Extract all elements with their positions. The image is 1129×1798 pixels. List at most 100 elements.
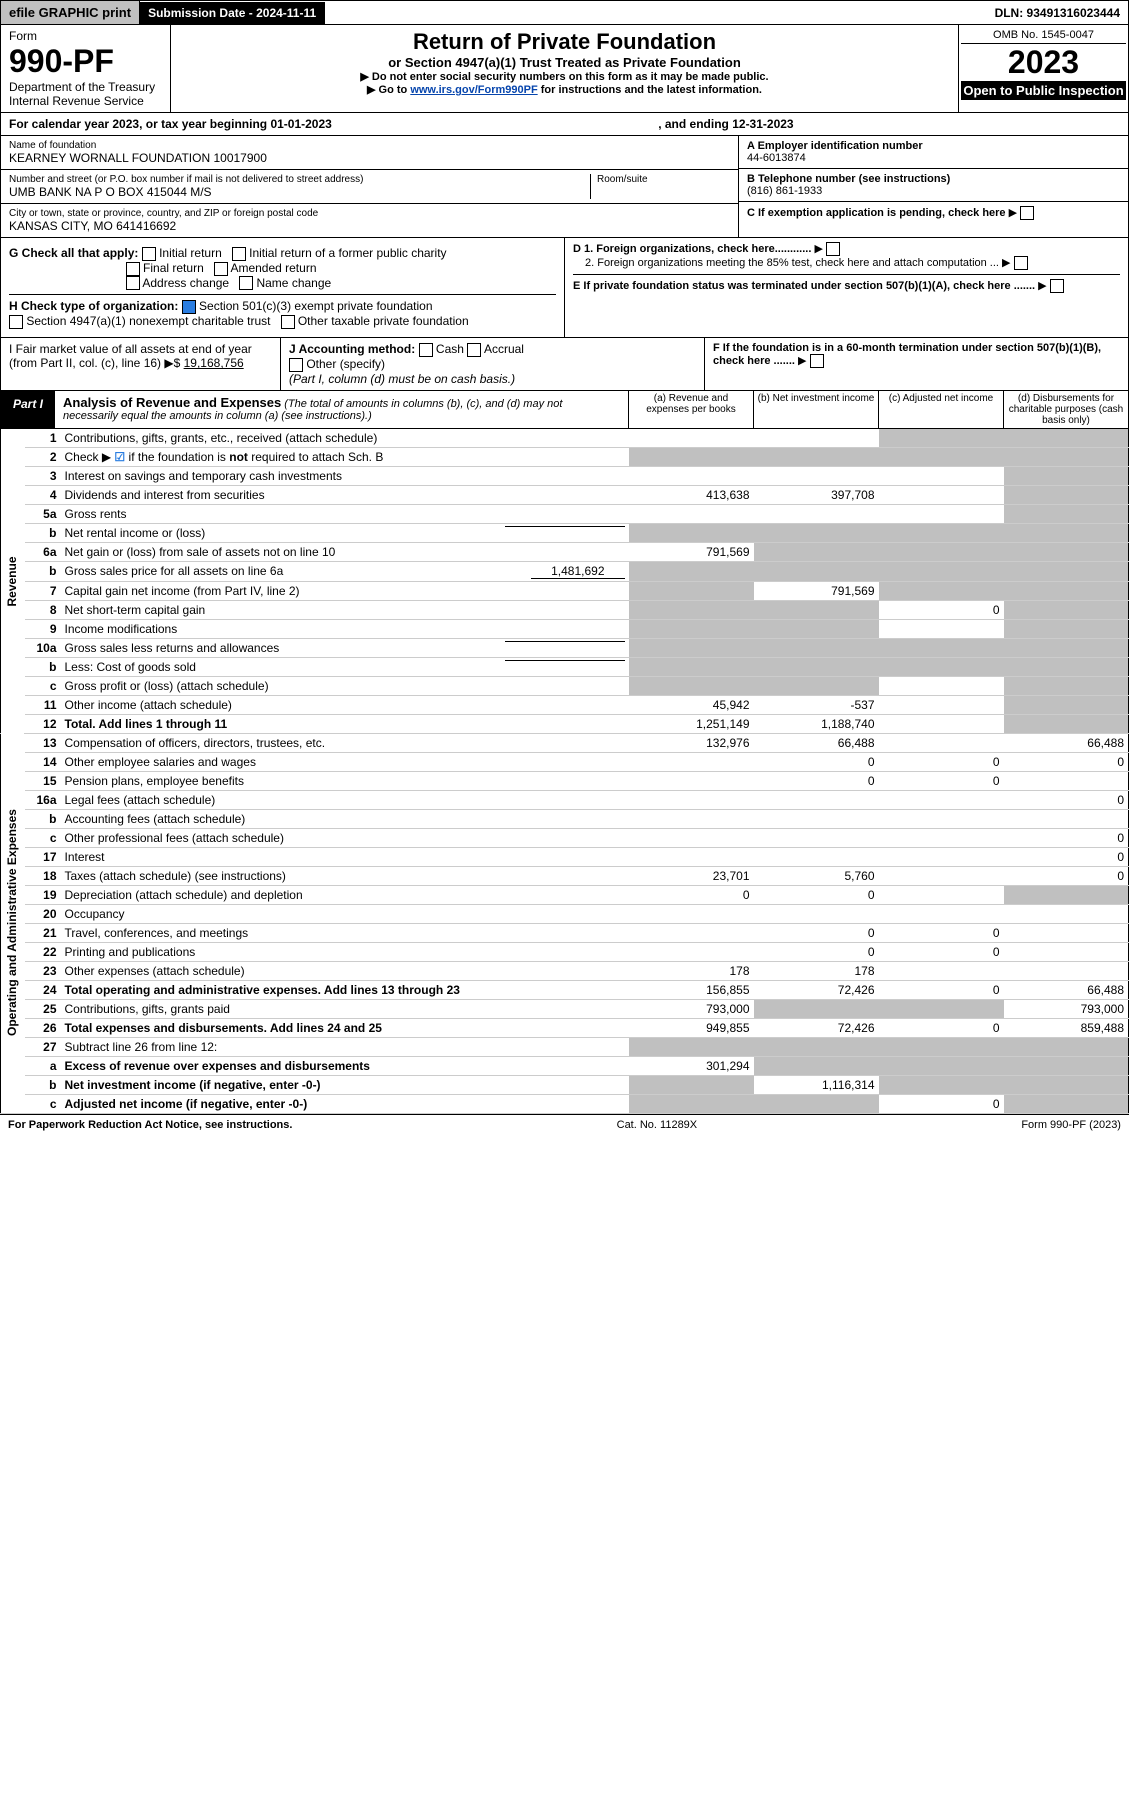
amount-cell xyxy=(629,1075,754,1094)
amount-cell xyxy=(879,429,1004,448)
amount-cell: 0 xyxy=(879,1094,1004,1113)
amount-cell: 0 xyxy=(1004,828,1129,847)
line-description: Gross sales less returns and allowances xyxy=(61,638,629,657)
amount-cell xyxy=(879,866,1004,885)
amount-cell xyxy=(1004,657,1129,676)
line-description: Depreciation (attach schedule) and deple… xyxy=(61,885,629,904)
city-cell: City or town, state or province, country… xyxy=(1,204,738,237)
d1-checkbox[interactable] xyxy=(826,242,840,256)
line-description: Net investment income (if negative, ente… xyxy=(61,1075,629,1094)
amount-cell xyxy=(1004,447,1129,466)
amount-cell xyxy=(879,733,1004,752)
amount-cell xyxy=(754,1094,879,1113)
initial-public-checkbox[interactable] xyxy=(232,247,246,261)
line-description: Net gain or (loss) from sale of assets n… xyxy=(61,542,629,561)
city-state-zip: KANSAS CITY, MO 641416692 xyxy=(9,219,730,233)
street-address: UMB BANK NA P O BOX 415044 M/S xyxy=(9,185,590,199)
line-description: Income modifications xyxy=(61,619,629,638)
part1-header: Part I Analysis of Revenue and Expenses … xyxy=(0,391,1129,429)
c-checkbox[interactable] xyxy=(1020,206,1034,220)
amount-cell: 72,426 xyxy=(754,980,879,999)
foundation-name-cell: Name of foundation KEARNEY WORNALL FOUND… xyxy=(1,136,738,170)
amount-cell xyxy=(1004,771,1129,790)
amount-cell: 1,251,149 xyxy=(629,714,754,733)
amount-cell: 413,638 xyxy=(629,485,754,504)
line-description: Total. Add lines 1 through 11 xyxy=(61,714,629,733)
501c3-checkbox[interactable] xyxy=(182,300,196,314)
line-description: Total expenses and disbursements. Add li… xyxy=(61,1018,629,1037)
line-number: 19 xyxy=(25,885,61,904)
e-checkbox[interactable] xyxy=(1050,279,1064,293)
amount-cell: 0 xyxy=(754,942,879,961)
amount-cell xyxy=(629,942,754,961)
d2-checkbox[interactable] xyxy=(1014,256,1028,270)
final-return-checkbox[interactable] xyxy=(126,262,140,276)
line-number: c xyxy=(25,676,61,695)
inspection-label: Open to Public Inspection xyxy=(961,81,1126,100)
amount-cell xyxy=(754,828,879,847)
amount-cell xyxy=(1004,638,1129,657)
checks-g-h: G Check all that apply: Initial return I… xyxy=(0,238,1129,338)
amount-cell: -537 xyxy=(754,695,879,714)
irs-link[interactable]: www.irs.gov/Form990PF xyxy=(410,84,537,96)
line-number: 5a xyxy=(25,504,61,523)
amount-cell xyxy=(629,847,754,866)
line-description: Other professional fees (attach schedule… xyxy=(61,828,629,847)
fmv-value: 19,168,756 xyxy=(184,356,244,370)
efile-label: efile GRAPHIC print xyxy=(1,1,140,24)
amount-cell xyxy=(629,429,754,448)
amount-cell: 66,488 xyxy=(1004,980,1129,999)
amount-cell xyxy=(1004,961,1129,980)
address-change-checkbox[interactable] xyxy=(126,276,140,290)
line-description: Net rental income or (loss) xyxy=(61,523,629,542)
dept-label: Department of the Treasury xyxy=(9,80,162,94)
header-right: OMB No. 1545-0047 2023 Open to Public In… xyxy=(958,25,1128,112)
calendar-year-row: For calendar year 2023, or tax year begi… xyxy=(0,113,1129,136)
col-d-header: (d) Disbursements for charitable purpose… xyxy=(1003,391,1128,428)
cash-checkbox[interactable] xyxy=(419,343,433,357)
f-checkbox[interactable] xyxy=(810,354,824,368)
amount-cell xyxy=(1004,1075,1129,1094)
line-number: 21 xyxy=(25,923,61,942)
4947-checkbox[interactable] xyxy=(9,315,23,329)
initial-return-checkbox[interactable] xyxy=(142,247,156,261)
amount-cell: 793,000 xyxy=(1004,999,1129,1018)
amount-cell: 0 xyxy=(629,885,754,904)
catalog-number: Cat. No. 11289X xyxy=(617,1119,698,1131)
line-description: Net short-term capital gain xyxy=(61,600,629,619)
line-number: c xyxy=(25,1094,61,1113)
amount-cell xyxy=(754,600,879,619)
amount-cell xyxy=(754,676,879,695)
line-description: Gross sales price for all assets on line… xyxy=(61,561,629,581)
other-method-checkbox[interactable] xyxy=(289,358,303,372)
address-cell: Number and street (or P.O. box number if… xyxy=(1,170,738,204)
col-a-header: (a) Revenue and expenses per books xyxy=(628,391,753,428)
amount-cell xyxy=(754,1037,879,1056)
amount-cell xyxy=(879,638,1004,657)
amended-return-checkbox[interactable] xyxy=(214,262,228,276)
omb-number: OMB No. 1545-0047 xyxy=(961,27,1126,44)
d1-label: D 1. Foreign organizations, check here..… xyxy=(573,243,811,255)
amount-cell: 1,116,314 xyxy=(754,1075,879,1094)
note-link: ▶ Go to www.irs.gov/Form990PF for instru… xyxy=(175,83,954,96)
amount-cell xyxy=(879,619,1004,638)
accrual-checkbox[interactable] xyxy=(467,343,481,357)
amount-cell xyxy=(879,581,1004,600)
line-description: Pension plans, employee benefits xyxy=(61,771,629,790)
line-number: 18 xyxy=(25,866,61,885)
line-number: b xyxy=(25,561,61,581)
line-description: Excess of revenue over expenses and disb… xyxy=(61,1056,629,1075)
line-description: Printing and publications xyxy=(61,942,629,961)
col-b-header: (b) Net investment income xyxy=(753,391,878,428)
amount-cell xyxy=(879,466,1004,485)
form-number: 990-PF xyxy=(9,43,162,80)
amount-cell: 0 xyxy=(1004,790,1129,809)
revenue-side-label: Revenue xyxy=(1,429,25,734)
amount-cell xyxy=(879,904,1004,923)
other-taxable-checkbox[interactable] xyxy=(281,315,295,329)
amount-cell xyxy=(879,447,1004,466)
amount-cell xyxy=(1004,523,1129,542)
line-number: b xyxy=(25,657,61,676)
line-description: Less: Cost of goods sold xyxy=(61,657,629,676)
name-change-checkbox[interactable] xyxy=(239,276,253,290)
